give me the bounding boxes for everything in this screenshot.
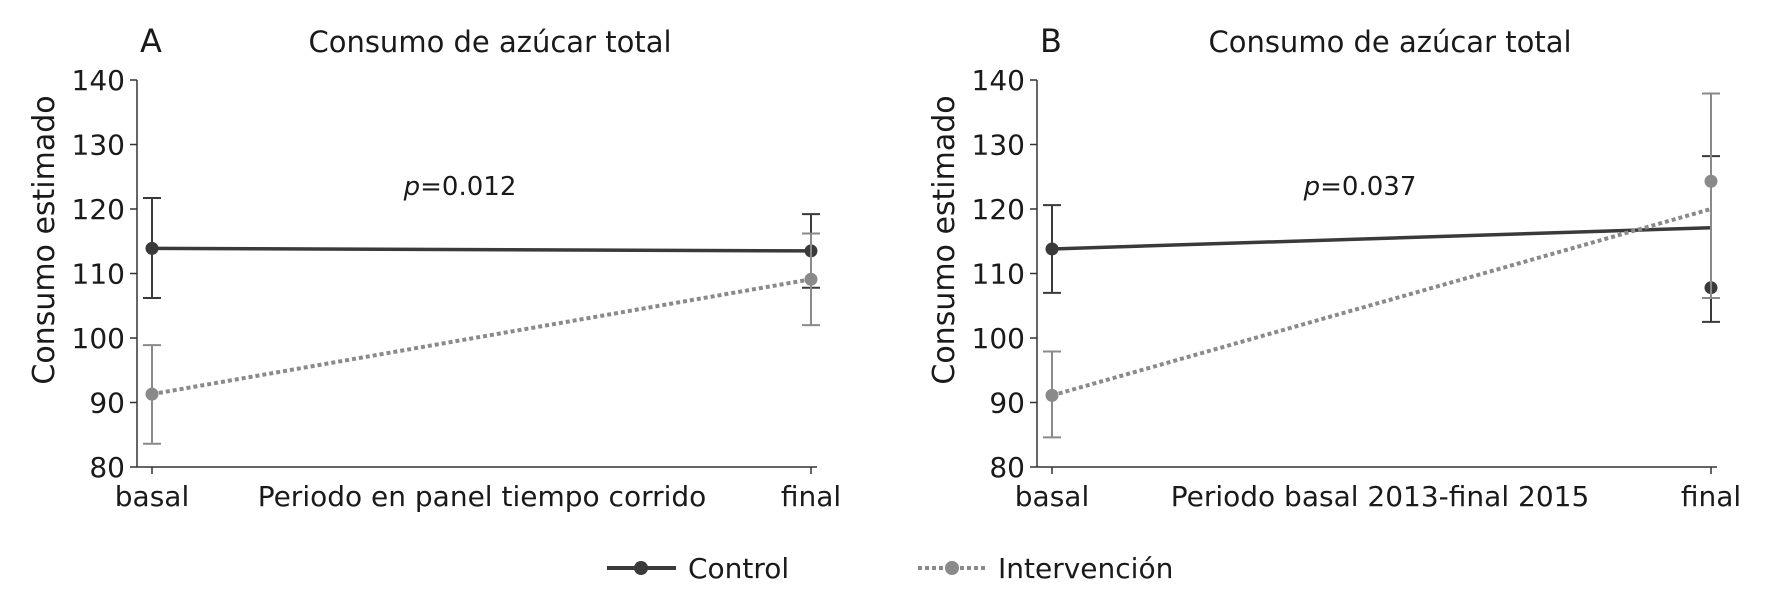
x-tick-label: final <box>1681 480 1741 513</box>
series-line <box>1051 207 1712 398</box>
series-line <box>151 246 812 253</box>
y-tick-label: 130 <box>72 129 125 162</box>
axes: 80 90 100 110 120 130 140 basal final <box>972 64 1742 513</box>
y-tick-label: 120 <box>972 193 1025 226</box>
y-tick-label: 90 <box>989 387 1025 420</box>
legend-item-intervencion: Intervención <box>918 552 1173 585</box>
legend-item-control: Control <box>607 552 789 585</box>
y-tick-label: 80 <box>89 451 125 484</box>
legend-label: Control <box>688 552 789 585</box>
panel-letter: A <box>140 22 162 60</box>
y-tick-label: 90 <box>89 387 125 420</box>
legend-label: Intervención <box>998 552 1173 585</box>
data-point <box>145 387 159 401</box>
y-tick-label: 110 <box>72 258 125 291</box>
error-bar <box>1702 92 1720 300</box>
y-axis-label: Consumo estimado <box>27 95 62 384</box>
data-point <box>145 241 159 255</box>
series-line <box>151 277 812 397</box>
x-axis-label: Periodo en panel tiempo corrido <box>258 480 707 513</box>
y-tick-label: 100 <box>972 322 1025 355</box>
panel-letter: B <box>1040 22 1062 60</box>
panel-a: A Consumo de azúcar total Consumo estima… <box>27 22 841 513</box>
x-tick-label: basal <box>115 480 189 513</box>
panel-b: B Consumo de azúcar total Consumo estima… <box>927 22 1741 513</box>
y-tick-label: 140 <box>972 64 1025 97</box>
y-tick-label: 120 <box>72 193 125 226</box>
chart-title: Consumo de azúcar total <box>308 25 671 59</box>
legend-marker <box>634 561 648 575</box>
y-tick-label: 140 <box>72 64 125 97</box>
legend-marker <box>945 561 959 575</box>
plot-marks <box>143 197 820 445</box>
p-value-annotation: p=0.037 <box>1303 172 1417 202</box>
p-value-annotation: p=0.012 <box>403 172 517 202</box>
series-intervencion <box>1043 92 1720 439</box>
data-point <box>804 272 818 286</box>
p-symbol: p <box>1303 172 1321 202</box>
data-point <box>1045 242 1059 256</box>
axes: 80 90 100 110 120 130 140 basal final <box>72 64 842 513</box>
x-axis-label: Periodo basal 2013-final 2015 <box>1171 480 1590 513</box>
x-tick-label: basal <box>1015 480 1089 513</box>
y-tick-label: 130 <box>972 129 1025 162</box>
data-point <box>1045 388 1059 402</box>
chart-title: Consumo de azúcar total <box>1208 25 1571 59</box>
plot-marks <box>1043 92 1720 439</box>
y-tick-label: 110 <box>972 258 1025 291</box>
x-tick-label: final <box>781 480 841 513</box>
legend: Control Intervención <box>607 552 1173 585</box>
p-symbol: p <box>403 172 421 202</box>
series-control <box>143 197 820 300</box>
series-line <box>1051 225 1712 251</box>
data-point <box>1704 174 1718 188</box>
p-value: =0.012 <box>420 172 516 202</box>
p-value: =0.037 <box>1320 172 1416 202</box>
y-tick-label: 100 <box>72 322 125 355</box>
y-tick-label: 80 <box>989 451 1025 484</box>
series-intervencion <box>143 232 820 445</box>
y-axis-label: Consumo estimado <box>927 95 962 384</box>
